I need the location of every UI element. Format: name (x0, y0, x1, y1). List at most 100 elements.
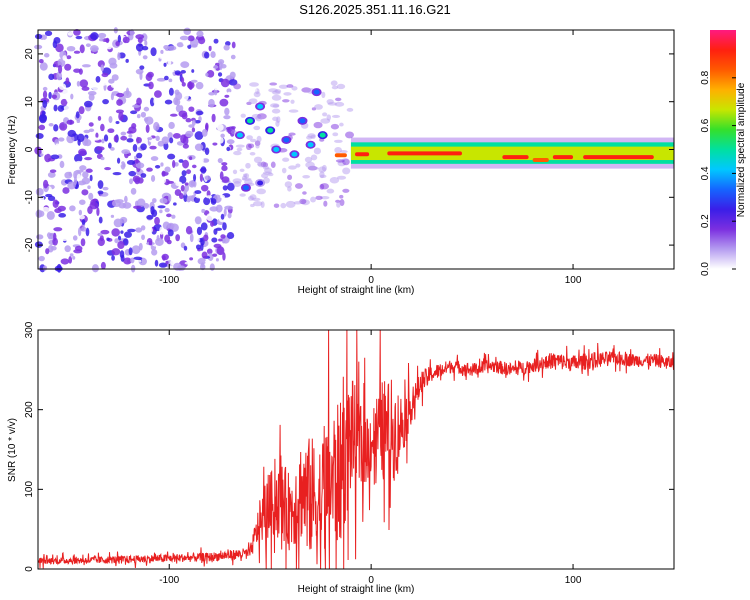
noise-cell (210, 51, 216, 59)
noise-cell (218, 238, 223, 242)
noise-cell (197, 257, 207, 265)
spectral-blob (247, 118, 253, 124)
noise-cell (216, 246, 225, 256)
haze-cell (281, 167, 287, 174)
noise-cell (34, 33, 43, 40)
noise-cell (220, 194, 225, 199)
noise-cell (128, 170, 137, 177)
noise-cell (205, 122, 209, 131)
noise-cell (76, 173, 81, 180)
haze-cell (235, 144, 245, 148)
haze-cell (273, 203, 280, 208)
noise-cell (172, 160, 176, 168)
colorbar-ticks: 0.0 0.2 0.4 0.6 0.8 (700, 70, 736, 276)
noise-cell (160, 176, 167, 184)
noise-cell (201, 184, 209, 192)
haze-cell (278, 84, 289, 89)
haze-cell (342, 167, 351, 175)
noise-cell (137, 28, 141, 33)
noise-cell (62, 55, 67, 61)
haze-cell (270, 161, 276, 168)
noise-cell (130, 110, 138, 115)
haze-cell (334, 101, 345, 107)
noise-cell (96, 246, 106, 255)
noise-cell (167, 132, 173, 140)
noise-cell (95, 76, 101, 83)
noise-cell (78, 68, 83, 75)
noise-cell (153, 90, 162, 98)
noise-cell (120, 131, 127, 136)
haze-cell (287, 186, 292, 192)
noise-cell (116, 157, 121, 164)
colorbar: 0.0 0.2 0.4 0.6 0.8 Normalized spectral ampl… (700, 30, 747, 276)
noise-cell (60, 147, 67, 155)
spectral-blob (236, 132, 243, 138)
noise-cell (122, 163, 126, 168)
noise-cell (111, 228, 120, 237)
haze-cell (336, 83, 346, 90)
noise-cell (161, 103, 168, 113)
noise-cell (199, 173, 204, 182)
snr-axes: -100 0 100 0 100 200 300 (24, 321, 674, 586)
noise-cell (202, 158, 210, 163)
noise-cell (57, 64, 63, 74)
noise-cell (140, 225, 146, 231)
noise-cell (81, 86, 90, 91)
haze-cell (232, 178, 242, 184)
noise-cell (183, 93, 189, 101)
noise-cell (181, 170, 187, 177)
noise-cell (162, 156, 169, 163)
noise-cell (37, 210, 45, 217)
noise-cell (75, 111, 80, 119)
noise-cell (97, 237, 105, 247)
haze-cell (236, 147, 243, 152)
noise-cell (194, 143, 204, 152)
noise-cell (81, 177, 91, 185)
noise-cell (166, 213, 172, 218)
noise-cell (57, 58, 66, 68)
haze-cell (319, 174, 327, 178)
noise-cell (142, 55, 148, 60)
noise-cell (164, 207, 170, 213)
noise-cell (180, 70, 186, 74)
noise-cell (108, 78, 115, 84)
noise-cell (220, 133, 225, 138)
noise-cell (196, 30, 204, 38)
noise-cell (69, 253, 74, 257)
noise-cell (230, 168, 235, 177)
haze-cell (321, 164, 327, 172)
noise-cell (165, 260, 169, 265)
noise-cell (62, 89, 70, 95)
noise-cell (161, 170, 166, 177)
noise-cell (95, 175, 105, 182)
noise-cell (64, 171, 73, 179)
noise-cell (57, 105, 65, 112)
noise-cell (128, 134, 133, 138)
noise-cell (144, 40, 148, 47)
noise-cell (189, 233, 194, 243)
haze-cell (287, 174, 293, 181)
noise-cell (158, 53, 164, 59)
haze-cell (315, 195, 323, 200)
noise-cell (185, 130, 194, 138)
noise-cell (167, 60, 172, 65)
noise-cell (50, 246, 57, 251)
noise-cell (35, 188, 44, 196)
noise-cell (214, 85, 218, 91)
noise-cell (115, 121, 120, 125)
noise-cell (156, 77, 166, 82)
noise-cell (116, 92, 125, 98)
haze-cell (305, 161, 315, 169)
x-tick-label: 100 (565, 275, 582, 286)
noise-cell (154, 216, 160, 226)
noise-cell (89, 45, 99, 53)
noise-cell (79, 214, 85, 220)
haze-cell (346, 107, 354, 112)
noise-cell (193, 66, 200, 73)
noise-cell (67, 181, 76, 190)
noise-cell (119, 216, 128, 224)
noise-cell (128, 247, 133, 256)
haze-cell (320, 196, 330, 200)
